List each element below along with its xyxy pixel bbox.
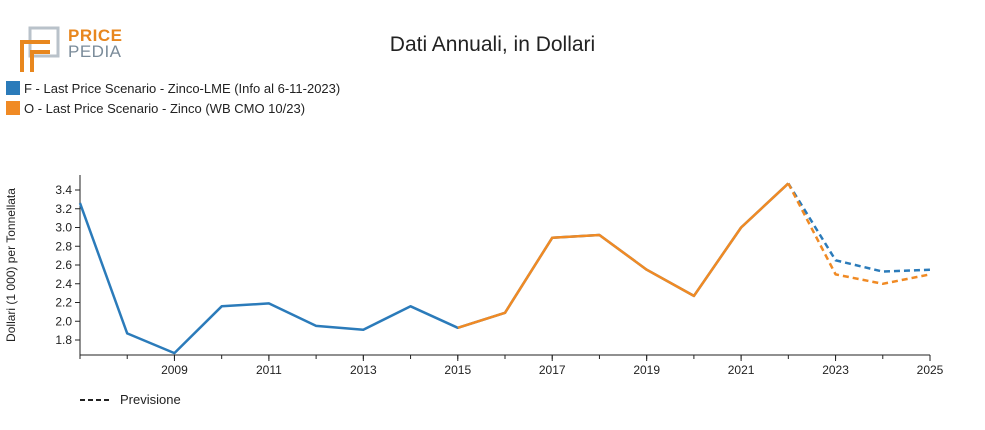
legend-label-zinco-wb: O - Last Price Scenario - Zinco (WB CMO … xyxy=(24,100,306,116)
x-tick-label: 2009 xyxy=(161,363,188,377)
x-tick-label: 2023 xyxy=(822,363,849,377)
pricepedia-logo: PRICE PEDIA xyxy=(20,26,125,74)
series-0-forecast-line xyxy=(787,182,931,273)
x-tick-label: 2025 xyxy=(917,363,944,377)
y-tick-label: 3.2 xyxy=(55,202,72,216)
y-tick-label: 3.0 xyxy=(55,221,72,235)
legend-item-zinco-wb[interactable]: O - Last Price Scenario - Zinco (WB CMO … xyxy=(6,99,305,117)
y-tick-label: 3.4 xyxy=(55,183,72,197)
legend-swatch-blue xyxy=(6,81,20,95)
dashed-line-icon xyxy=(80,398,110,401)
y-tick-label: 1.8 xyxy=(55,333,72,347)
chart-series xyxy=(78,182,931,355)
x-tick-label: 2017 xyxy=(539,363,566,377)
forecast-legend: Previsione xyxy=(80,392,181,407)
legend-label-zinco-lme: F - Last Price Scenario - Zinco-LME (Inf… xyxy=(24,80,341,96)
x-tick-label: 2021 xyxy=(728,363,755,377)
forecast-legend-label: Previsione xyxy=(120,392,181,407)
y-tick-label: 2.2 xyxy=(55,296,72,310)
logo-text-pedia: PEDIA xyxy=(68,42,122,61)
series-1-line xyxy=(457,182,790,329)
logo-text-price: PRICE xyxy=(68,26,123,45)
y-tick-label: 2.0 xyxy=(55,314,72,328)
legend-swatch-orange xyxy=(6,101,20,115)
logo-mark-icon xyxy=(20,26,60,72)
chart-axes: 1.8 2.0 2.2 2.4 2.6 2.8 3.0 3.2 3.4 2009 2011 2013 2… xyxy=(55,175,944,377)
x-tick-label: 2013 xyxy=(350,363,377,377)
x-tick-label: 2011 xyxy=(256,363,282,377)
series-1-forecast-line xyxy=(787,182,931,286)
legend-item-zinco-lme[interactable]: F - Last Price Scenario - Zinco-LME (Inf… xyxy=(6,79,340,97)
chart-title: Dati Annuali, in Dollari xyxy=(389,33,596,56)
y-axis-label: Dollari (1 000) per Tonnellata xyxy=(4,188,18,342)
y-tick-label: 2.8 xyxy=(55,239,72,253)
y-tick-label: 2.6 xyxy=(55,258,72,272)
y-tick-label: 2.4 xyxy=(55,277,72,291)
series-0-line xyxy=(78,182,790,355)
x-tick-label: 2015 xyxy=(444,363,471,377)
x-tick-label: 2019 xyxy=(633,363,660,377)
